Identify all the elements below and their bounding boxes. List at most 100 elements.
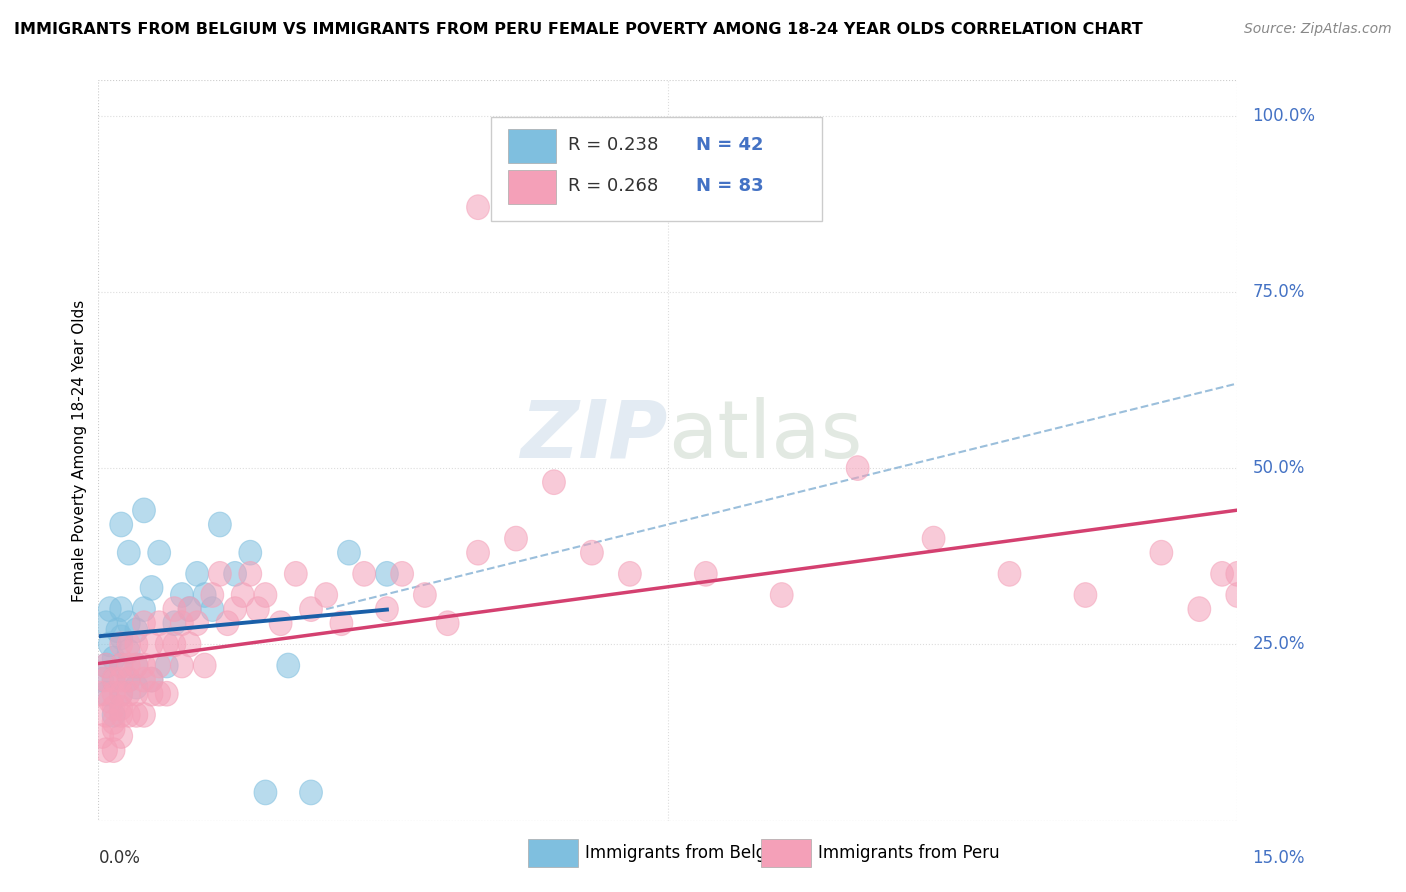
Ellipse shape bbox=[118, 639, 141, 664]
Ellipse shape bbox=[337, 541, 360, 565]
Ellipse shape bbox=[467, 194, 489, 219]
Ellipse shape bbox=[581, 541, 603, 565]
Ellipse shape bbox=[118, 667, 141, 692]
Ellipse shape bbox=[125, 618, 148, 642]
Ellipse shape bbox=[1150, 541, 1173, 565]
Text: 15.0%: 15.0% bbox=[1253, 849, 1305, 867]
Text: 75.0%: 75.0% bbox=[1253, 283, 1305, 301]
FancyBboxPatch shape bbox=[509, 129, 557, 163]
Ellipse shape bbox=[1226, 582, 1249, 607]
Ellipse shape bbox=[284, 562, 308, 586]
Ellipse shape bbox=[118, 703, 141, 727]
Ellipse shape bbox=[695, 562, 717, 586]
Y-axis label: Female Poverty Among 18-24 Year Olds: Female Poverty Among 18-24 Year Olds bbox=[72, 300, 87, 601]
Ellipse shape bbox=[141, 667, 163, 692]
Text: IMMIGRANTS FROM BELGIUM VS IMMIGRANTS FROM PERU FEMALE POVERTY AMONG 18-24 YEAR : IMMIGRANTS FROM BELGIUM VS IMMIGRANTS FR… bbox=[14, 22, 1143, 37]
Ellipse shape bbox=[103, 646, 125, 671]
Ellipse shape bbox=[156, 681, 179, 706]
Ellipse shape bbox=[103, 667, 125, 692]
Ellipse shape bbox=[224, 597, 246, 622]
Ellipse shape bbox=[148, 541, 170, 565]
Ellipse shape bbox=[110, 512, 132, 537]
Ellipse shape bbox=[770, 582, 793, 607]
Ellipse shape bbox=[194, 582, 217, 607]
Ellipse shape bbox=[156, 632, 179, 657]
Ellipse shape bbox=[118, 541, 141, 565]
Ellipse shape bbox=[98, 597, 121, 622]
Ellipse shape bbox=[103, 681, 125, 706]
Ellipse shape bbox=[217, 611, 239, 635]
Text: 0.0%: 0.0% bbox=[98, 849, 141, 867]
Ellipse shape bbox=[163, 611, 186, 635]
Ellipse shape bbox=[353, 562, 375, 586]
Text: ZIP: ZIP bbox=[520, 397, 668, 475]
Ellipse shape bbox=[132, 653, 156, 678]
Ellipse shape bbox=[103, 696, 125, 720]
Ellipse shape bbox=[98, 689, 121, 713]
Ellipse shape bbox=[186, 562, 208, 586]
Ellipse shape bbox=[998, 562, 1021, 586]
Ellipse shape bbox=[148, 681, 170, 706]
Ellipse shape bbox=[141, 632, 163, 657]
Ellipse shape bbox=[132, 667, 156, 692]
Ellipse shape bbox=[110, 681, 132, 706]
Ellipse shape bbox=[132, 597, 156, 622]
Ellipse shape bbox=[1188, 597, 1211, 622]
Ellipse shape bbox=[125, 681, 148, 706]
Ellipse shape bbox=[224, 562, 246, 586]
Ellipse shape bbox=[413, 582, 436, 607]
Ellipse shape bbox=[375, 562, 398, 586]
Ellipse shape bbox=[156, 653, 179, 678]
Ellipse shape bbox=[148, 653, 170, 678]
Ellipse shape bbox=[94, 681, 118, 706]
Ellipse shape bbox=[201, 582, 224, 607]
Ellipse shape bbox=[194, 653, 217, 678]
Ellipse shape bbox=[110, 696, 132, 720]
Ellipse shape bbox=[179, 632, 201, 657]
Ellipse shape bbox=[201, 597, 224, 622]
Ellipse shape bbox=[125, 653, 148, 678]
Ellipse shape bbox=[118, 632, 141, 657]
Ellipse shape bbox=[118, 681, 141, 706]
Ellipse shape bbox=[619, 562, 641, 586]
Ellipse shape bbox=[436, 611, 460, 635]
Ellipse shape bbox=[125, 703, 148, 727]
Ellipse shape bbox=[132, 498, 156, 523]
Ellipse shape bbox=[94, 703, 118, 727]
Ellipse shape bbox=[110, 632, 132, 657]
Ellipse shape bbox=[375, 597, 398, 622]
Text: N = 83: N = 83 bbox=[696, 178, 763, 195]
Ellipse shape bbox=[103, 703, 125, 727]
Ellipse shape bbox=[110, 703, 132, 727]
Ellipse shape bbox=[125, 674, 148, 699]
Ellipse shape bbox=[94, 667, 118, 692]
Ellipse shape bbox=[170, 582, 194, 607]
Ellipse shape bbox=[208, 562, 232, 586]
Text: Source: ZipAtlas.com: Source: ZipAtlas.com bbox=[1244, 22, 1392, 37]
Ellipse shape bbox=[110, 723, 132, 748]
Ellipse shape bbox=[163, 632, 186, 657]
Ellipse shape bbox=[98, 632, 121, 657]
Ellipse shape bbox=[103, 738, 125, 763]
Ellipse shape bbox=[846, 456, 869, 481]
Ellipse shape bbox=[170, 611, 194, 635]
Ellipse shape bbox=[132, 611, 156, 635]
Ellipse shape bbox=[239, 541, 262, 565]
Ellipse shape bbox=[103, 716, 125, 741]
Ellipse shape bbox=[94, 653, 118, 678]
Ellipse shape bbox=[232, 582, 254, 607]
Ellipse shape bbox=[118, 667, 141, 692]
Ellipse shape bbox=[105, 618, 129, 642]
FancyBboxPatch shape bbox=[491, 118, 821, 221]
Ellipse shape bbox=[141, 667, 163, 692]
Ellipse shape bbox=[110, 625, 132, 649]
Ellipse shape bbox=[103, 710, 125, 734]
Ellipse shape bbox=[254, 780, 277, 805]
Ellipse shape bbox=[148, 611, 170, 635]
Ellipse shape bbox=[246, 597, 270, 622]
FancyBboxPatch shape bbox=[761, 839, 811, 867]
Text: N = 42: N = 42 bbox=[696, 136, 763, 154]
Ellipse shape bbox=[186, 611, 208, 635]
Ellipse shape bbox=[277, 653, 299, 678]
Ellipse shape bbox=[922, 526, 945, 551]
